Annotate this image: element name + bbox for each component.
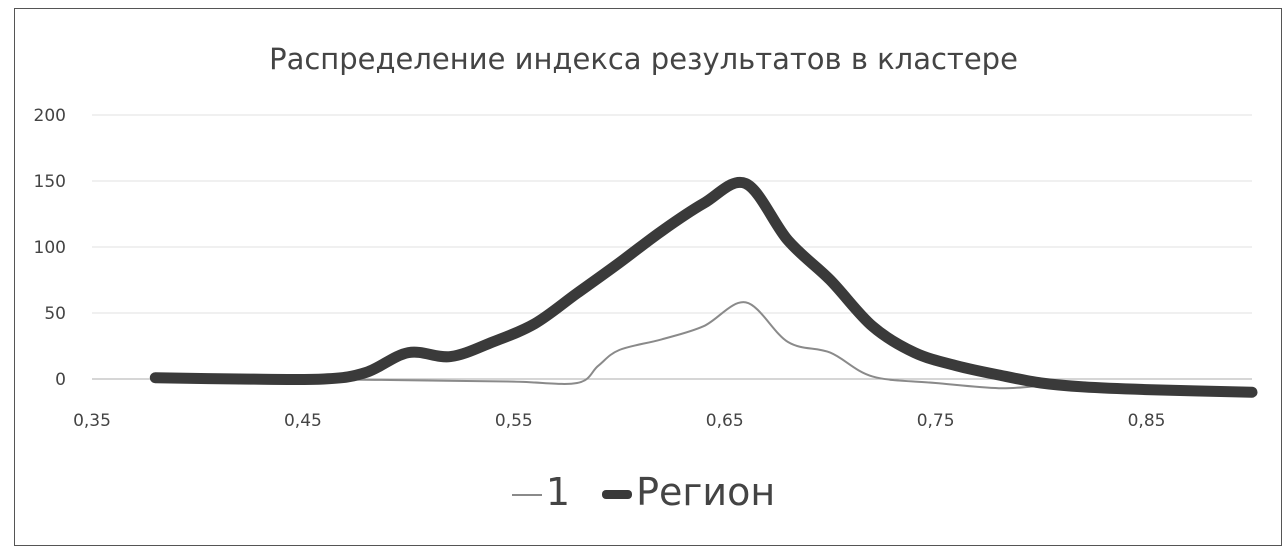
y-tick-label-4: 200 [34, 106, 66, 126]
series-line-2 [149, 176, 1258, 398]
chart-title: Распределение индекса результатов в клас… [269, 42, 1018, 76]
legend-swatch-series-1 [511, 493, 542, 496]
legend-swatch-series-2 [602, 490, 633, 499]
chart-frame [14, 8, 1282, 546]
chart-legend: 1 Регион [0, 470, 1287, 514]
x-tick-label-5: 0,85 [1128, 411, 1166, 431]
y-tick-label-0: 0 [55, 370, 66, 390]
y-tick-label-1: 50 [44, 304, 66, 324]
x-tick-label-3: 0,65 [706, 411, 744, 431]
x-tick-label-4: 0,75 [917, 411, 955, 431]
legend-item-series-1: 1 [511, 470, 571, 514]
x-tick-label-2: 0,55 [495, 411, 533, 431]
x-tick-label-1: 0,45 [284, 411, 322, 431]
y-tick-label-2: 100 [34, 238, 66, 258]
x-tick-label-0: 0,35 [73, 411, 111, 431]
legend-item-series-2: Регион [602, 470, 775, 514]
legend-label-series-2: Регион [636, 470, 776, 514]
y-tick-label-3: 150 [34, 172, 66, 192]
legend-label-series-1: 1 [545, 470, 571, 514]
series-line-1 [154, 301, 1043, 390]
